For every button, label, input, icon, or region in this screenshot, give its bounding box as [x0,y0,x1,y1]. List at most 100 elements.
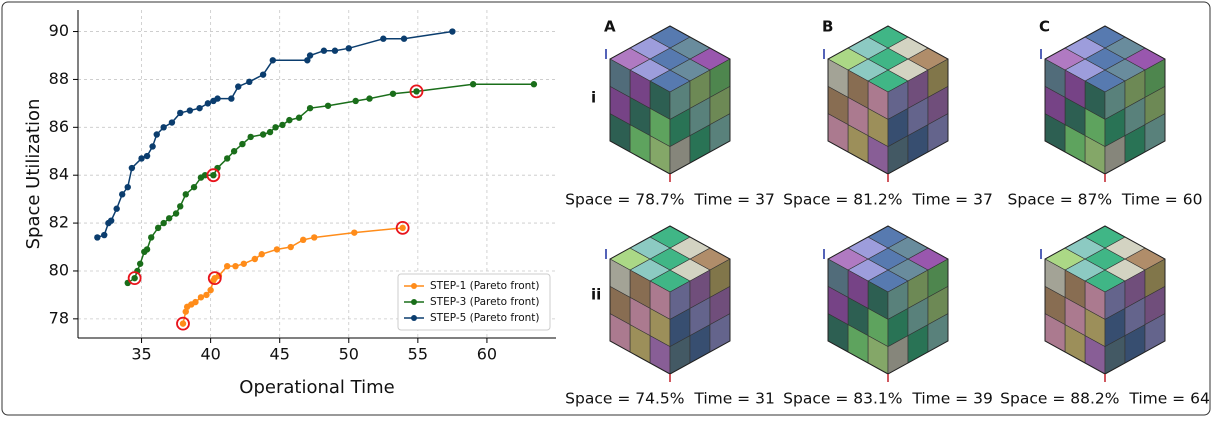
point [270,57,276,63]
point [224,155,230,161]
legend-marker [411,299,417,305]
series-line [128,84,534,283]
legend-marker [411,283,417,289]
point [246,79,252,85]
point [191,184,197,190]
point [449,28,455,34]
point [169,119,175,125]
point [247,134,253,140]
point [274,246,280,252]
point [138,155,144,161]
y-tick-label: 88 [49,69,69,88]
point [131,275,137,281]
point [272,124,278,130]
point [351,229,357,235]
point [307,52,313,58]
row-label: i [591,89,596,107]
point [413,88,419,94]
point [399,225,405,231]
point [196,105,202,111]
caption: Space = 81.2% Time = 37 [783,191,993,209]
point [119,191,125,197]
caption: Space = 87% Time = 60 [1008,191,1203,209]
point [288,244,294,250]
x-tick-label: 55 [408,345,428,364]
column-label: B [822,18,833,36]
point [311,234,317,240]
legend-label: STEP-3 (Pareto front) [430,296,540,308]
point [192,299,198,305]
point [160,220,166,226]
caption: Space = 83.1% Time = 39 [783,390,993,408]
point [155,225,161,231]
point [267,129,273,135]
legend-label: STEP-1 (Pareto front) [430,280,540,292]
row-label: ii [591,286,601,304]
point [307,105,313,111]
caption: Space = 74.5% Time = 31 [565,390,775,408]
y-tick-label: 82 [49,213,69,232]
point [144,246,150,252]
panels: A B Ci Space = 78.7% Time = 37 Space = 81.2%… [565,18,1210,408]
x-tick-label: 45 [270,345,290,364]
point [241,261,247,267]
y-axis-label: Space Utilization [23,99,44,250]
point [108,217,114,223]
point [325,103,331,109]
y-tick-label: 90 [49,21,69,40]
x-tick-label: 50 [339,345,359,364]
column-label: C [1039,18,1050,36]
caption: Space = 78.7% Time = 37 [565,191,775,209]
x-tick-label: 35 [131,345,151,364]
point [148,234,154,240]
point [300,237,306,243]
point [321,48,327,54]
point [207,287,213,293]
point [166,215,172,221]
point [259,251,265,257]
point [113,206,119,212]
point [205,100,211,106]
point [149,143,155,149]
point [286,117,292,123]
point [231,148,237,154]
point [232,263,238,269]
point [224,263,230,269]
legend-marker [411,315,417,321]
y-tick-label: 86 [49,117,69,136]
figure: 78808284868890354045505560Operational Ti… [0,0,1213,418]
y-tick-label: 84 [49,165,69,184]
point [352,98,358,104]
point [160,124,166,130]
point [296,115,302,121]
point [346,45,352,51]
point [187,107,193,113]
point [180,320,186,326]
point [101,232,107,238]
frame [2,2,1210,415]
point [390,91,396,97]
point [235,83,241,89]
point [239,141,245,147]
point [366,95,372,101]
point [183,191,189,197]
point [380,36,386,42]
y-tick-label: 78 [49,308,69,327]
x-tick-label: 40 [200,345,220,364]
point [531,81,537,87]
point [144,153,150,159]
legend-label: STEP-5 (Pareto front) [430,312,540,324]
column-label: A [604,18,616,36]
point [332,48,338,54]
point [214,95,220,101]
point [173,210,179,216]
point [94,234,100,240]
point [279,122,285,128]
point [260,131,266,137]
point [470,81,476,87]
y-tick-label: 80 [49,260,69,279]
point [129,165,135,171]
caption: Space = 88.2% Time = 64 [1000,390,1210,408]
point [198,294,204,300]
x-axis-label: Operational Time [239,377,394,398]
